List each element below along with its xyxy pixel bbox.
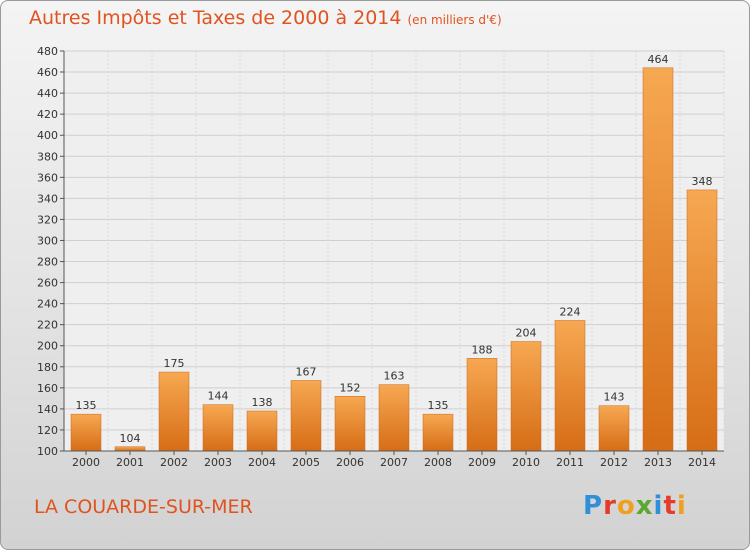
bar bbox=[290, 380, 322, 452]
y-tick-label: 140 bbox=[37, 403, 58, 416]
y-tick-label: 380 bbox=[37, 150, 58, 163]
y-tick-label: 120 bbox=[37, 424, 58, 437]
y-tick-label: 100 bbox=[37, 445, 58, 458]
y-tick-label: 240 bbox=[37, 298, 58, 311]
bar bbox=[246, 410, 278, 452]
x-tick-label: 2013 bbox=[644, 456, 672, 469]
y-tick-label: 360 bbox=[37, 171, 58, 184]
x-tick-label: 2004 bbox=[248, 456, 276, 469]
y-tick-label: 320 bbox=[37, 213, 58, 226]
data-label: 144 bbox=[208, 390, 229, 403]
data-label: 143 bbox=[604, 391, 625, 404]
data-label: 135 bbox=[428, 399, 449, 412]
x-tick-label: 2001 bbox=[116, 456, 144, 469]
data-label: 138 bbox=[252, 396, 273, 409]
bar bbox=[686, 189, 718, 452]
location-name: LA COUARDE-SUR-MER bbox=[34, 496, 253, 518]
chart-title-text: Autres Impôts et Taxes de 2000 à 2014 bbox=[29, 7, 402, 29]
bar bbox=[70, 413, 102, 452]
bar bbox=[334, 396, 366, 452]
y-tick-label: 220 bbox=[37, 319, 58, 332]
x-tick-label: 2002 bbox=[160, 456, 188, 469]
x-tick-label: 2000 bbox=[72, 456, 100, 469]
y-tick-label: 260 bbox=[37, 277, 58, 290]
data-label: 204 bbox=[516, 327, 537, 340]
x-tick-label: 2008 bbox=[424, 456, 452, 469]
bar bbox=[554, 320, 586, 452]
x-tick-label: 2009 bbox=[468, 456, 496, 469]
chart-title: Autres Impôts et Taxes de 2000 à 2014 (en… bbox=[29, 7, 502, 29]
y-tick-label: 440 bbox=[37, 87, 58, 100]
x-tick-label: 2003 bbox=[204, 456, 232, 469]
bar bbox=[202, 404, 234, 452]
y-tick-label: 460 bbox=[37, 66, 58, 79]
y-tick-label: 180 bbox=[37, 361, 58, 374]
data-label: 167 bbox=[296, 365, 317, 378]
data-label: 104 bbox=[120, 432, 141, 445]
proxiti-logo[interactable]: Proxiti bbox=[583, 491, 687, 521]
x-tick-label: 2010 bbox=[512, 456, 540, 469]
y-tick-label: 400 bbox=[37, 129, 58, 142]
y-tick-label: 200 bbox=[37, 340, 58, 353]
bar bbox=[378, 384, 410, 452]
bar bbox=[466, 358, 498, 452]
bar bbox=[114, 446, 146, 452]
bar bbox=[158, 371, 190, 452]
data-label: 348 bbox=[692, 175, 713, 188]
x-tick-label: 2006 bbox=[336, 456, 364, 469]
y-tick-label: 420 bbox=[37, 108, 58, 121]
x-tick-label: 2007 bbox=[380, 456, 408, 469]
data-label: 464 bbox=[648, 53, 669, 66]
data-label: 135 bbox=[76, 399, 97, 412]
y-tick-label: 340 bbox=[37, 192, 58, 205]
x-tick-label: 2011 bbox=[556, 456, 584, 469]
bar bbox=[510, 341, 542, 452]
x-tick-label: 2014 bbox=[688, 456, 716, 469]
y-tick-label: 300 bbox=[37, 234, 58, 247]
data-label: 163 bbox=[384, 370, 405, 383]
bar bbox=[422, 413, 454, 452]
x-tick-label: 2005 bbox=[292, 456, 320, 469]
data-label: 175 bbox=[164, 357, 185, 370]
chart-unit: (en milliers d'€) bbox=[407, 13, 502, 27]
y-tick-label: 160 bbox=[37, 382, 58, 395]
y-tick-label: 480 bbox=[37, 45, 58, 58]
bar bbox=[642, 67, 674, 452]
bar bbox=[598, 405, 630, 452]
data-label: 152 bbox=[340, 381, 361, 394]
y-tick-label: 280 bbox=[37, 256, 58, 269]
data-label: 188 bbox=[472, 343, 493, 356]
x-tick-label: 2012 bbox=[600, 456, 628, 469]
data-label: 224 bbox=[560, 305, 581, 318]
